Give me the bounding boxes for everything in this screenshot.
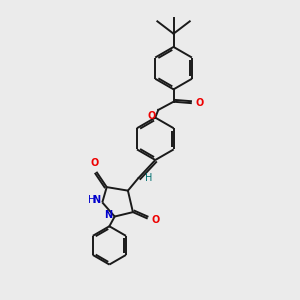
Text: O: O [195, 98, 204, 108]
Text: O: O [91, 158, 99, 168]
Text: H: H [145, 173, 152, 183]
Text: H: H [88, 195, 96, 205]
Text: N: N [104, 210, 112, 220]
Text: O: O [148, 111, 156, 122]
Text: N: N [92, 195, 100, 205]
Text: O: O [151, 215, 159, 225]
